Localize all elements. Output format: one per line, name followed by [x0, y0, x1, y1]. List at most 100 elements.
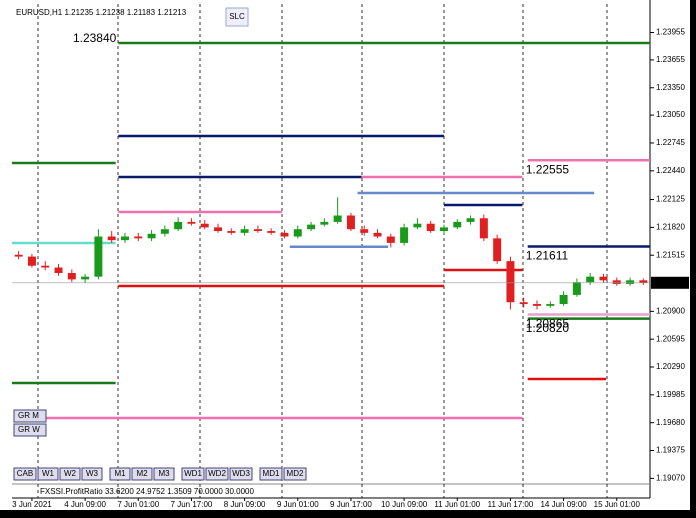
- x-tick-label: 10 Jun 09:00: [381, 500, 428, 509]
- button-box[interactable]: [205, 467, 229, 481]
- candle-body: [27, 256, 36, 266]
- button-box[interactable]: [37, 467, 59, 481]
- badge-text[interactable]: SLC: [229, 12, 245, 21]
- button[interactable]: WD1: [181, 467, 205, 481]
- candle-body: [41, 265, 50, 268]
- candle-body: [413, 223, 422, 228]
- button[interactable]: M2: [131, 467, 153, 481]
- button-label[interactable]: W3: [86, 469, 99, 478]
- button[interactable]: M1: [109, 467, 131, 481]
- button-box[interactable]: [131, 467, 153, 481]
- button-label[interactable]: M3: [158, 469, 170, 478]
- button[interactable]: M3: [153, 467, 175, 481]
- candle-body: [320, 221, 329, 225]
- candle-body: [307, 224, 316, 230]
- x-tick-label: 11 Jun 01:00: [434, 500, 480, 509]
- button-label[interactable]: CAB: [17, 469, 33, 478]
- candle-body: [546, 304, 555, 306]
- y-tick-label: 1.21820: [656, 222, 685, 231]
- button-label[interactable]: MD1: [263, 469, 280, 478]
- y-tick-label: 1.22125: [656, 195, 685, 204]
- level-label: 1.21611: [526, 249, 569, 263]
- price-axis-bg: [650, 0, 696, 518]
- button-label[interactable]: W1: [42, 469, 55, 478]
- button-label[interactable]: WD2: [208, 469, 226, 478]
- candle-body: [612, 280, 621, 284]
- button-box[interactable]: [59, 467, 81, 481]
- button-box[interactable]: [283, 467, 307, 481]
- candle-body: [333, 215, 342, 222]
- candle-body: [200, 223, 209, 228]
- candle-body: [94, 236, 103, 277]
- side-button-label[interactable]: GR W: [18, 425, 40, 434]
- header: EURUSD,H1 1.21235 1.21238 1.21183 1.2121…: [16, 8, 187, 17]
- candle-body: [240, 229, 249, 233]
- candle-body: [533, 304, 542, 306]
- button[interactable]: W2: [59, 467, 81, 481]
- button[interactable]: CAB: [13, 467, 37, 481]
- button-label[interactable]: W2: [64, 469, 77, 478]
- candle-body: [572, 282, 581, 295]
- candle-body: [360, 229, 369, 233]
- side-button-box[interactable]: [13, 409, 47, 423]
- candle-body: [280, 232, 289, 237]
- button-box[interactable]: [153, 467, 175, 481]
- x-tick-label: 3 Jun 2021: [12, 500, 52, 509]
- candle-body: [586, 276, 595, 283]
- candle-body: [187, 221, 196, 224]
- button-box[interactable]: [81, 467, 103, 481]
- candle-body: [373, 232, 382, 237]
- y-tick-label: 1.22440: [656, 166, 685, 175]
- side-button[interactable]: GR M: [13, 409, 47, 423]
- side-button-box[interactable]: [13, 423, 47, 437]
- y-tick-label: 1.19985: [656, 390, 685, 399]
- level-label: 1.23840: [73, 31, 117, 45]
- side-button[interactable]: GR W: [13, 423, 47, 437]
- button[interactable]: WD2: [205, 467, 229, 481]
- badge-box[interactable]: [225, 7, 249, 27]
- button[interactable]: W3: [81, 467, 103, 481]
- button-box[interactable]: [259, 467, 283, 481]
- button-box[interactable]: [109, 467, 131, 481]
- y-tick-label: 1.20900: [656, 306, 685, 315]
- y-tick-label: 1.22745: [656, 138, 685, 147]
- price-box: [651, 276, 689, 289]
- button[interactable]: W1: [37, 467, 59, 481]
- side-button-label[interactable]: GR M: [18, 411, 39, 420]
- candle-body: [479, 218, 488, 239]
- badge[interactable]: SLC: [225, 7, 249, 27]
- button-label[interactable]: MD2: [287, 469, 304, 478]
- candle-body: [439, 227, 448, 232]
- indicator-label: FXSSI.ProfitRatio 33.6200 24.9752 1.3509…: [40, 487, 254, 496]
- button[interactable]: WD3: [229, 467, 253, 481]
- separators: [37, 4, 608, 498]
- x-tick-label: 9 Jun 01:00: [277, 500, 319, 509]
- button-label[interactable]: WD3: [232, 469, 250, 478]
- button-label[interactable]: WD1: [184, 469, 202, 478]
- button-label[interactable]: M2: [136, 469, 148, 478]
- x-tick-label: 14 Jun 09:00: [540, 500, 587, 509]
- candle-body: [147, 233, 156, 239]
- button-box[interactable]: [229, 467, 253, 481]
- candle-body: [386, 236, 395, 243]
- candle-body: [267, 231, 276, 233]
- button-label[interactable]: M1: [114, 469, 126, 478]
- level-label: 1.22555: [526, 162, 570, 176]
- button[interactable]: MD1: [259, 467, 283, 481]
- candle-body: [134, 236, 143, 239]
- button-box[interactable]: [13, 467, 37, 481]
- candle-body: [14, 254, 23, 257]
- candle-body: [559, 294, 568, 305]
- button[interactable]: MD2: [283, 467, 307, 481]
- candle-body: [599, 276, 608, 281]
- candle-body: [174, 221, 183, 230]
- x-tick-label: 7 Jun 01:00: [117, 500, 159, 509]
- candle-body: [54, 267, 63, 274]
- x-tick-label: 9 Jun 17:00: [330, 500, 372, 509]
- button-box[interactable]: [181, 467, 205, 481]
- candle-body: [519, 302, 528, 305]
- candle-body: [227, 231, 236, 233]
- candle-body: [346, 215, 355, 230]
